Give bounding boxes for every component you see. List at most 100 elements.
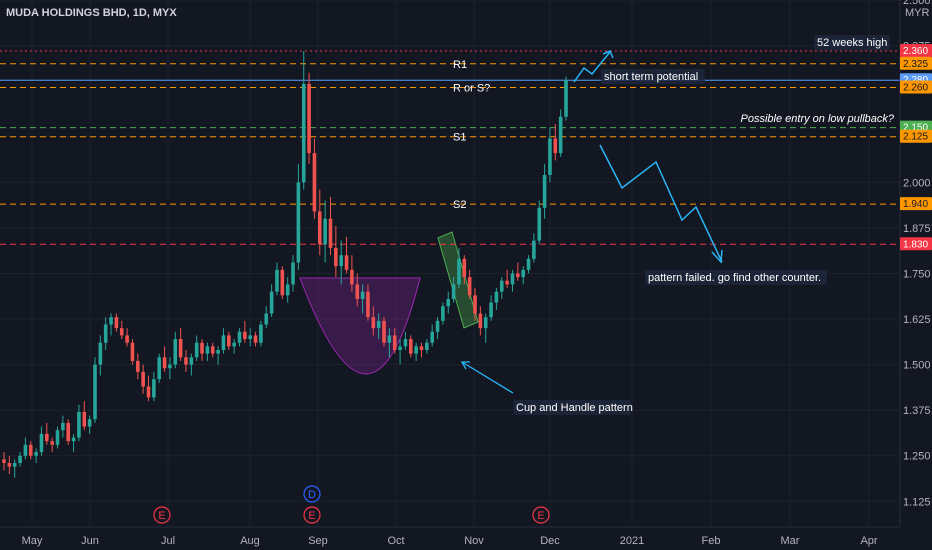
note-bg: [645, 270, 827, 285]
x-tick-label: Oct: [387, 535, 404, 547]
x-tick-label: May: [22, 535, 43, 547]
candle-body: [264, 313, 269, 325]
level-name: S2: [453, 199, 466, 211]
candle-body: [18, 455, 22, 464]
annotation-arrows: [460, 50, 723, 394]
x-tick-label: Jun: [81, 535, 99, 547]
candle-body: [462, 258, 467, 278]
price-tag: [900, 44, 932, 58]
x-tick-label: Nov: [464, 535, 484, 547]
x-tick-label: Sep: [308, 535, 328, 547]
candle-body: [542, 175, 547, 208]
candle-body: [307, 83, 311, 154]
candle-body: [323, 218, 327, 245]
y-tick-label: 1.875: [903, 223, 931, 235]
annotation-text: pattern failed. go find other counter.: [648, 272, 821, 284]
candle-body: [194, 342, 199, 358]
candle-body: [526, 258, 531, 270]
candle-body: [334, 247, 338, 267]
price-tag-label: 2.150: [903, 123, 928, 134]
candle-body: [366, 291, 370, 318]
candle-body: [344, 255, 349, 270]
candle-body: [152, 379, 156, 398]
candle-body: [564, 80, 568, 117]
price-tag: [900, 56, 932, 70]
candle-body: [382, 320, 386, 343]
level-name: R or S?: [453, 83, 490, 95]
price-tag-label: 1.940: [903, 199, 928, 210]
candle-body: [243, 331, 247, 340]
price-tag-label: 2.260: [903, 83, 928, 94]
candle-body: [200, 342, 204, 354]
candle-body: [125, 335, 129, 343]
candle-body: [483, 317, 488, 329]
candle-body: [109, 317, 113, 325]
price-tag-label: 1.830: [903, 239, 928, 250]
candle-body: [237, 331, 242, 343]
candle-body: [532, 240, 536, 259]
annotation-text: 52 weeks high: [817, 37, 887, 49]
price-tag: [900, 129, 932, 143]
candle-body: [553, 138, 558, 154]
candle-body: [328, 218, 333, 248]
x-tick-label: Jul: [161, 535, 175, 547]
down-arrow: [599, 144, 723, 263]
x-tick-label: Dec: [540, 535, 560, 547]
event-marker-label: D: [308, 489, 316, 501]
candle-body: [23, 444, 28, 456]
event-marker: [532, 506, 550, 524]
candle-body: [489, 302, 493, 318]
candle-body: [505, 280, 509, 285]
candles: [2, 51, 568, 478]
note-bg: [513, 400, 631, 415]
annotation-text: short term potential: [604, 71, 698, 83]
candle-body: [296, 182, 301, 263]
candle-body: [291, 262, 295, 285]
event-marker: [303, 485, 321, 503]
x-tick-label: Feb: [702, 535, 721, 547]
candle-body: [376, 320, 381, 329]
candle-body: [387, 335, 392, 343]
candle-body: [259, 324, 263, 343]
candle-body: [87, 419, 92, 427]
level-name: R1: [453, 59, 467, 71]
candle-body: [253, 335, 258, 343]
y-tick-label: 1.750: [903, 268, 931, 280]
candle-body: [558, 116, 563, 154]
y-tick-label: 2.000: [903, 177, 931, 189]
candle-body: [275, 269, 279, 292]
price-tag-label: 2.325: [903, 59, 928, 70]
candle-body: [403, 339, 408, 347]
candle-body: [103, 324, 108, 343]
candle-body: [392, 335, 397, 350]
candle-body: [12, 463, 17, 467]
candle-body: [339, 255, 343, 267]
candle-body: [50, 441, 54, 445]
x-axis: May Jun Jul Aug Sep Oct Nov Dec 2021 Feb Mar Apr: [0, 526, 932, 550]
annotation-text: Cup and Handle pattern: [516, 402, 633, 414]
annotations: 52 weeks high short term potential Possibl…: [513, 35, 895, 415]
candle-body: [189, 357, 194, 365]
candle-body: [7, 463, 12, 467]
event-marker-label: E: [158, 510, 165, 522]
candle-body: [441, 306, 445, 321]
candle-body: [446, 298, 451, 307]
event-marker-label: E: [308, 510, 315, 522]
candle-body: [168, 364, 172, 369]
y-tick-label: 2.500: [903, 0, 931, 7]
price-tag: [900, 237, 932, 251]
candle-body: [130, 342, 135, 361]
candle-body: [162, 357, 167, 369]
y-tick-label: 1.375: [903, 405, 931, 417]
event-marker: [153, 506, 171, 524]
up-arrow-head: [602, 50, 614, 59]
candle-body: [414, 346, 418, 354]
cup-shape: [299, 277, 421, 375]
candle-body: [312, 153, 317, 212]
candle-body: [136, 360, 140, 372]
candle-body: [82, 411, 87, 427]
cup-pointer-arrow: [461, 361, 514, 394]
candle-body: [510, 273, 515, 285]
candle-body: [537, 207, 542, 241]
